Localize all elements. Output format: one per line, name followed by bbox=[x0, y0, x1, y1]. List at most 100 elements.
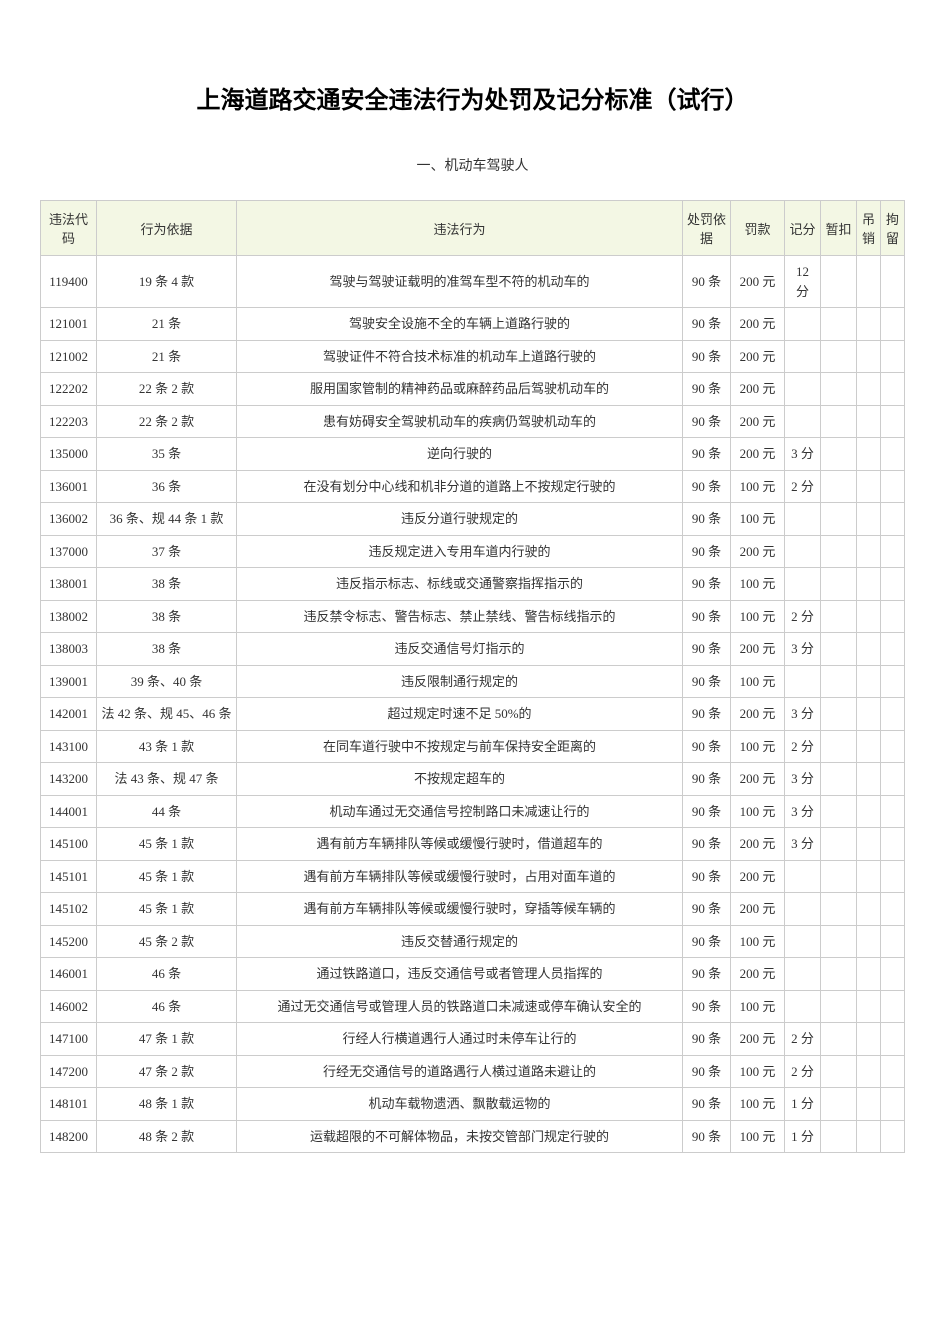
table-row: 14520045 条 2 款违反交替通行规定的90 条100 元 bbox=[41, 925, 905, 958]
cell-suspend bbox=[821, 763, 857, 796]
cell-basis: 22 条 2 款 bbox=[97, 373, 237, 406]
cell-points bbox=[785, 860, 821, 893]
cell-points: 3 分 bbox=[785, 633, 821, 666]
header-code: 违法代码 bbox=[41, 201, 97, 256]
cell-detain bbox=[881, 958, 905, 991]
cell-penalty-basis: 90 条 bbox=[683, 256, 731, 308]
header-behavior: 违法行为 bbox=[237, 201, 683, 256]
cell-suspend bbox=[821, 1088, 857, 1121]
table-row: 12100121 条驾驶安全设施不全的车辆上道路行驶的90 条200 元 bbox=[41, 308, 905, 341]
cell-penalty-basis: 90 条 bbox=[683, 438, 731, 471]
cell-suspend bbox=[821, 470, 857, 503]
cell-behavior: 违反规定进入专用车道内行驶的 bbox=[237, 535, 683, 568]
cell-detain bbox=[881, 828, 905, 861]
cell-detain bbox=[881, 503, 905, 536]
cell-suspend bbox=[821, 795, 857, 828]
cell-suspend bbox=[821, 990, 857, 1023]
cell-basis: 19 条 4 款 bbox=[97, 256, 237, 308]
cell-suspend bbox=[821, 665, 857, 698]
cell-points bbox=[785, 340, 821, 373]
cell-code: 136002 bbox=[41, 503, 97, 536]
cell-basis: 45 条 2 款 bbox=[97, 925, 237, 958]
cell-points: 2 分 bbox=[785, 1055, 821, 1088]
table-row: 14510145 条 1 款遇有前方车辆排队等候或缓慢行驶时，占用对面车道的90… bbox=[41, 860, 905, 893]
cell-points bbox=[785, 568, 821, 601]
table-row: 14710047 条 1 款行经人行横道遇行人通过时未停车让行的90 条200 … bbox=[41, 1023, 905, 1056]
cell-detain bbox=[881, 893, 905, 926]
cell-fine: 200 元 bbox=[731, 763, 785, 796]
cell-suspend bbox=[821, 308, 857, 341]
cell-code: 122202 bbox=[41, 373, 97, 406]
cell-revoke bbox=[857, 633, 881, 666]
cell-fine: 200 元 bbox=[731, 860, 785, 893]
cell-points bbox=[785, 665, 821, 698]
cell-revoke bbox=[857, 1088, 881, 1121]
cell-code: 137000 bbox=[41, 535, 97, 568]
cell-basis: 38 条 bbox=[97, 568, 237, 601]
cell-code: 143200 bbox=[41, 763, 97, 796]
cell-code: 138003 bbox=[41, 633, 97, 666]
cell-penalty-basis: 90 条 bbox=[683, 503, 731, 536]
cell-code: 142001 bbox=[41, 698, 97, 731]
cell-suspend bbox=[821, 503, 857, 536]
cell-basis: 21 条 bbox=[97, 340, 237, 373]
cell-penalty-basis: 90 条 bbox=[683, 795, 731, 828]
cell-suspend bbox=[821, 256, 857, 308]
cell-revoke bbox=[857, 373, 881, 406]
table-row: 11940019 条 4 款驾驶与驾驶证载明的准驾车型不符的机动车的90 条20… bbox=[41, 256, 905, 308]
cell-detain bbox=[881, 1120, 905, 1153]
cell-behavior: 驾驶证件不符合技术标准的机动车上道路行驶的 bbox=[237, 340, 683, 373]
cell-basis: 47 条 2 款 bbox=[97, 1055, 237, 1088]
cell-suspend bbox=[821, 633, 857, 666]
cell-fine: 200 元 bbox=[731, 405, 785, 438]
cell-penalty-basis: 90 条 bbox=[683, 405, 731, 438]
cell-suspend bbox=[821, 1120, 857, 1153]
cell-suspend bbox=[821, 600, 857, 633]
cell-detain bbox=[881, 568, 905, 601]
cell-points bbox=[785, 958, 821, 991]
cell-revoke bbox=[857, 990, 881, 1023]
cell-code: 122203 bbox=[41, 405, 97, 438]
cell-revoke bbox=[857, 568, 881, 601]
cell-code: 145200 bbox=[41, 925, 97, 958]
cell-code: 136001 bbox=[41, 470, 97, 503]
cell-suspend bbox=[821, 340, 857, 373]
cell-behavior: 驾驶与驾驶证载明的准驾车型不符的机动车的 bbox=[237, 256, 683, 308]
cell-basis: 45 条 1 款 bbox=[97, 860, 237, 893]
cell-behavior: 违反交替通行规定的 bbox=[237, 925, 683, 958]
cell-fine: 200 元 bbox=[731, 438, 785, 471]
cell-points bbox=[785, 405, 821, 438]
cell-detain bbox=[881, 1023, 905, 1056]
cell-penalty-basis: 90 条 bbox=[683, 698, 731, 731]
cell-revoke bbox=[857, 600, 881, 633]
header-basis: 行为依据 bbox=[97, 201, 237, 256]
cell-basis: 47 条 1 款 bbox=[97, 1023, 237, 1056]
table-header-row: 违法代码 行为依据 违法行为 处罚依据 罚款 记分 暂扣 吊销 拘留 bbox=[41, 201, 905, 256]
cell-points: 2 分 bbox=[785, 1023, 821, 1056]
table-row: 13500035 条逆向行驶的90 条200 元3 分 bbox=[41, 438, 905, 471]
cell-points: 12 分 bbox=[785, 256, 821, 308]
table-row: 13600236 条、规 44 条 1 款违反分道行驶规定的90 条100 元 bbox=[41, 503, 905, 536]
cell-penalty-basis: 90 条 bbox=[683, 1088, 731, 1121]
header-penalty-basis: 处罚依据 bbox=[683, 201, 731, 256]
cell-points: 2 分 bbox=[785, 600, 821, 633]
cell-revoke bbox=[857, 828, 881, 861]
cell-suspend bbox=[821, 1023, 857, 1056]
cell-penalty-basis: 90 条 bbox=[683, 1120, 731, 1153]
cell-points: 3 分 bbox=[785, 763, 821, 796]
cell-revoke bbox=[857, 1120, 881, 1153]
cell-fine: 100 元 bbox=[731, 600, 785, 633]
cell-revoke bbox=[857, 665, 881, 698]
cell-revoke bbox=[857, 730, 881, 763]
cell-behavior: 驾驶安全设施不全的车辆上道路行驶的 bbox=[237, 308, 683, 341]
cell-fine: 100 元 bbox=[731, 470, 785, 503]
cell-behavior: 遇有前方车辆排队等候或缓慢行驶时，占用对面车道的 bbox=[237, 860, 683, 893]
cell-fine: 100 元 bbox=[731, 1120, 785, 1153]
header-fine: 罚款 bbox=[731, 201, 785, 256]
cell-fine: 100 元 bbox=[731, 730, 785, 763]
table-row: 12220322 条 2 款患有妨碍安全驾驶机动车的疾病仍驾驶机动车的90 条2… bbox=[41, 405, 905, 438]
cell-suspend bbox=[821, 1055, 857, 1088]
cell-fine: 100 元 bbox=[731, 568, 785, 601]
cell-penalty-basis: 90 条 bbox=[683, 925, 731, 958]
table-row: 12220222 条 2 款服用国家管制的精神药品或麻醉药品后驾驶机动车的90 … bbox=[41, 373, 905, 406]
